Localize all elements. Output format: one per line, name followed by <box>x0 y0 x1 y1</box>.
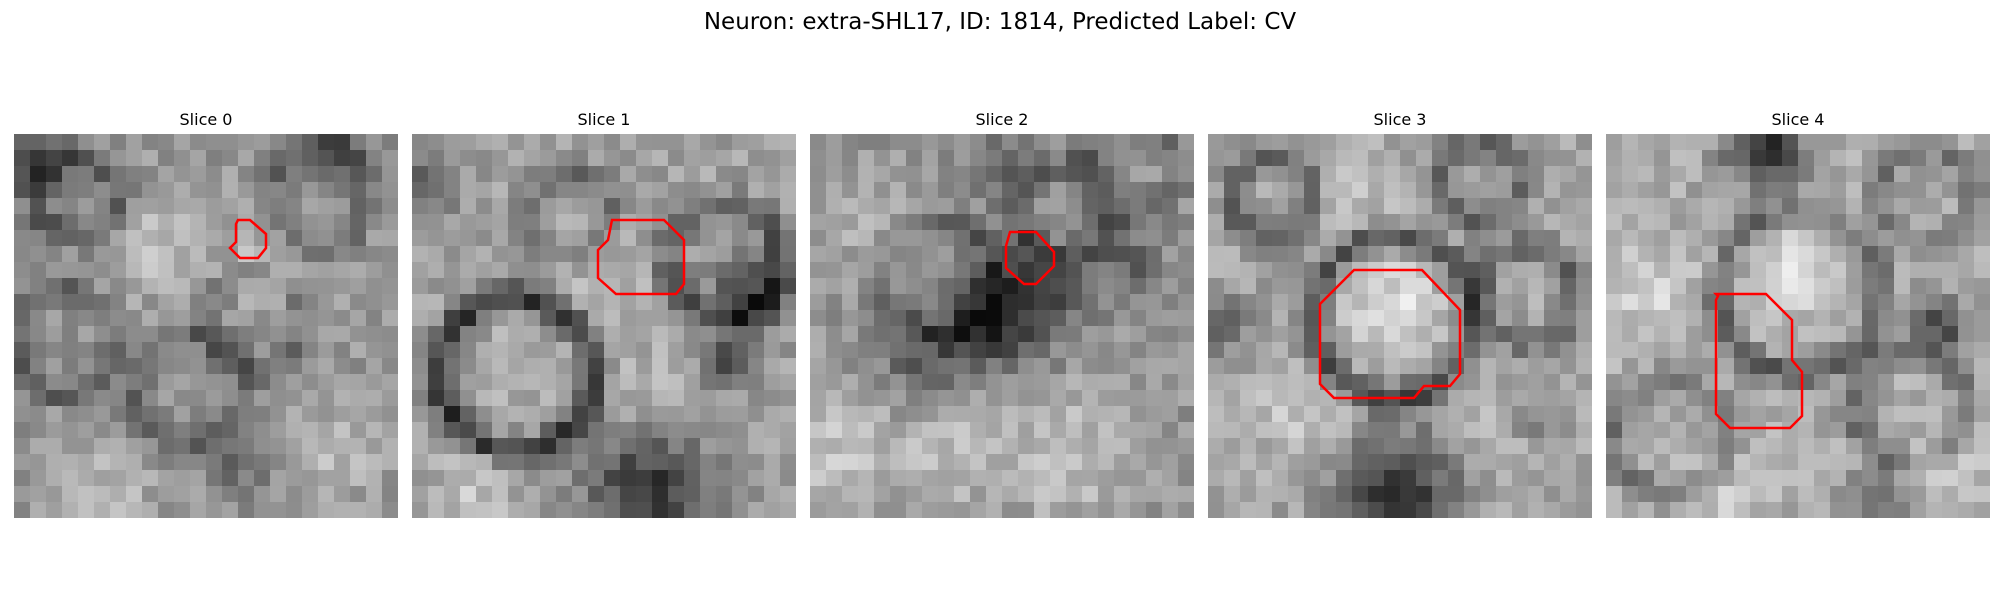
contour-overlay-1 <box>596 218 686 296</box>
roi-contour-4 <box>1712 292 1804 430</box>
slice-panel-1: Slice 1 <box>412 0 796 520</box>
contour-overlay-3 <box>1318 268 1462 400</box>
contour-overlay-0 <box>228 218 268 260</box>
contour-overlay-4 <box>1712 292 1804 430</box>
slice-panel-0: Slice 0 <box>14 0 398 520</box>
slice-title-0: Slice 0 <box>179 110 233 129</box>
micrograph-slice-3 <box>1208 134 1592 518</box>
micrograph-slice-4 <box>1606 134 1990 518</box>
slice-image-2 <box>810 134 1194 518</box>
slice-title-4: Slice 4 <box>1771 110 1825 129</box>
roi-contour-1 <box>596 218 686 296</box>
roi-contour-0 <box>228 218 268 260</box>
micrograph-slice-1 <box>412 134 796 518</box>
slice-image-0 <box>14 134 398 518</box>
slice-panel-3: Slice 3 <box>1208 0 1592 520</box>
slice-title-3: Slice 3 <box>1373 110 1427 129</box>
slice-title-1: Slice 1 <box>577 110 631 129</box>
micrograph-slice-2 <box>810 134 1194 518</box>
slice-image-1 <box>412 134 796 518</box>
slice-image-4 <box>1606 134 1990 518</box>
slice-panel-4: Slice 4 <box>1606 0 1990 520</box>
figure-title: Neuron: extra-SHL17, ID: 1814, Predicted… <box>703 9 1297 35</box>
slice-panel-2: Slice 2 <box>810 0 1194 520</box>
contour-overlay-2 <box>1004 230 1056 286</box>
roi-contour-2 <box>1004 230 1056 286</box>
slice-image-3 <box>1208 134 1592 518</box>
micrograph-slice-0 <box>14 134 398 518</box>
slice-title-2: Slice 2 <box>975 110 1029 129</box>
roi-contour-3 <box>1318 268 1462 400</box>
